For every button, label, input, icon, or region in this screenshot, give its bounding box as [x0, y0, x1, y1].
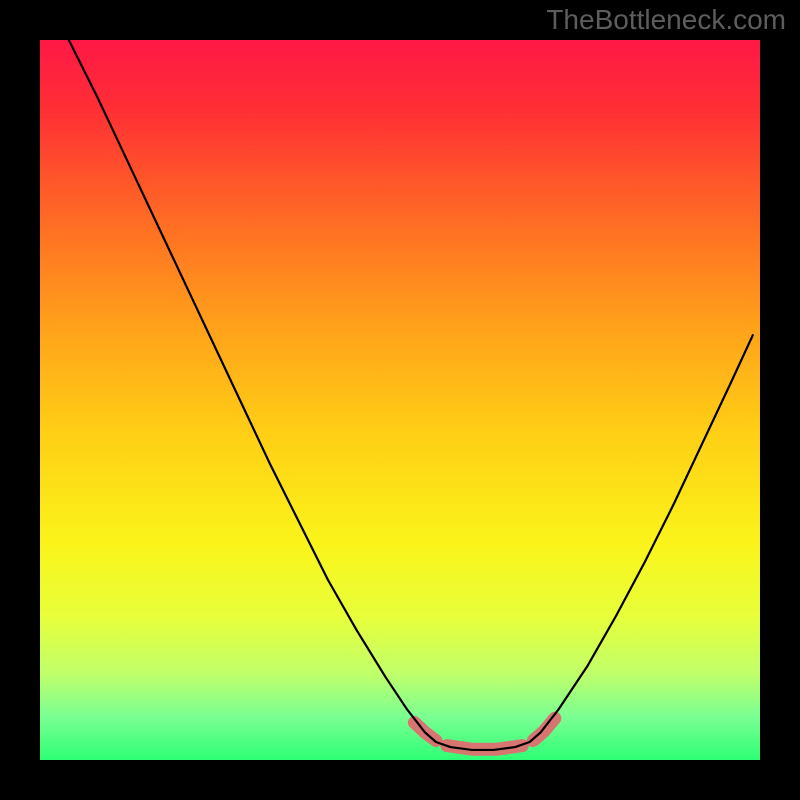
bottleneck-curve-chart [40, 40, 760, 760]
chart-background [40, 40, 760, 760]
chart-plot-area [40, 40, 760, 760]
watermark-text: TheBottleneck.com [546, 4, 786, 36]
